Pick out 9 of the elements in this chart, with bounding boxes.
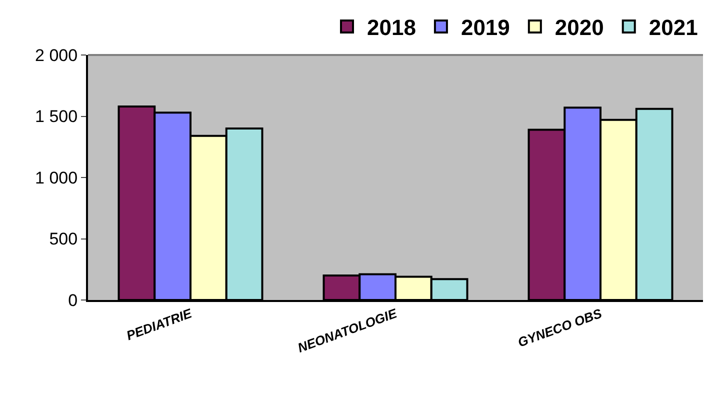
legend-label: 2018 — [367, 15, 416, 40]
y-tick-label: 1 000 — [35, 168, 78, 188]
y-tick-label: 0 — [68, 290, 78, 310]
legend-label: 2020 — [554, 15, 604, 40]
y-tick-label: 500 — [49, 230, 78, 249]
y-tick-label: 2 000 — [35, 46, 78, 65]
legend-label: 2019 — [460, 15, 510, 40]
y-tick-label: 1 500 — [35, 107, 78, 126]
legend-label: 2021 — [648, 15, 698, 40]
